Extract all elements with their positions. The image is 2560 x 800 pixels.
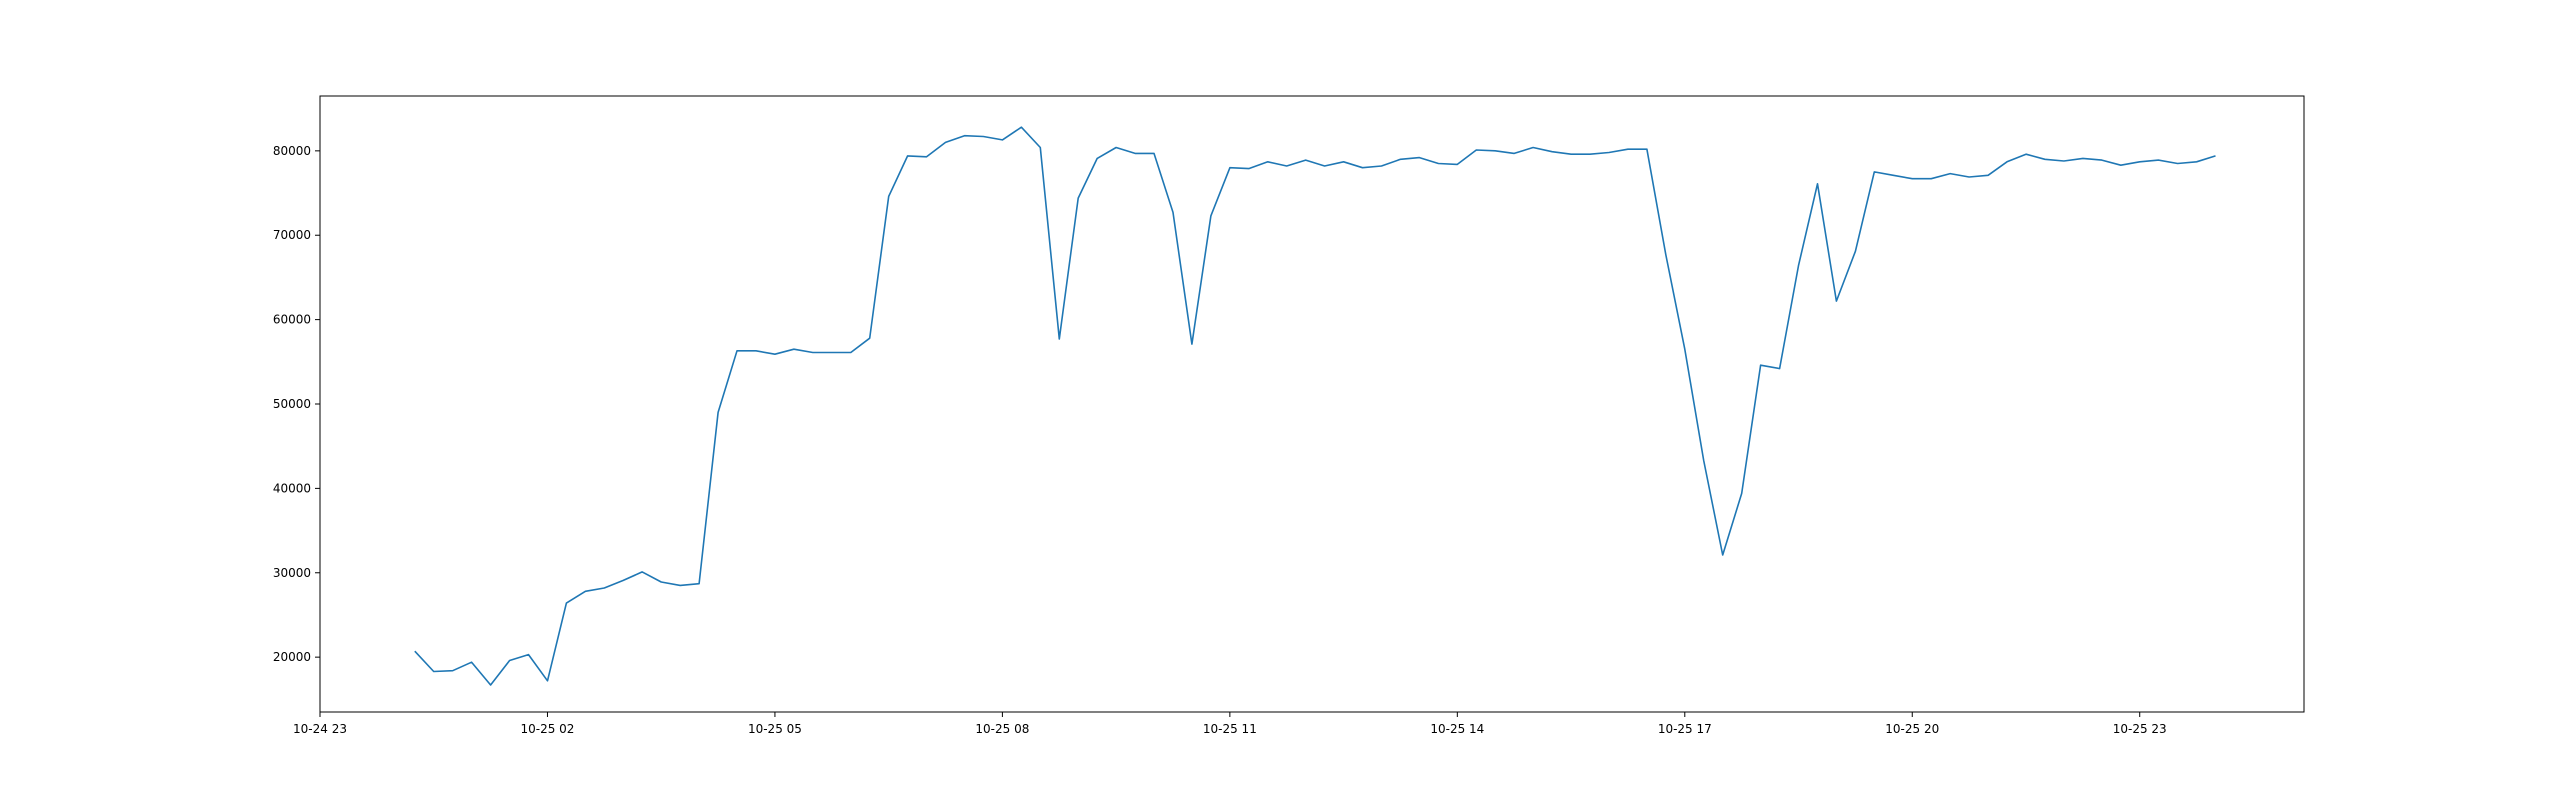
x-tick-label: 10-25 11 xyxy=(1203,722,1257,736)
y-tick-label: 20000 xyxy=(273,650,311,664)
axes: 10-24 23 10-25 02 10-25 05 10-25 08 10-25 11… xyxy=(273,95,2305,736)
x-tick-label: 10-25 08 xyxy=(975,722,1029,736)
x-tick-label: 10-25 23 xyxy=(2113,722,2167,736)
x-tick-label: 10-24 23 xyxy=(293,722,347,736)
x-tick-label: 10-25 14 xyxy=(1430,722,1484,736)
y-tick-label: 70000 xyxy=(273,228,311,242)
y-tick-label: 60000 xyxy=(273,313,311,327)
y-tick-label: 80000 xyxy=(273,144,311,158)
x-tick-label: 10-25 02 xyxy=(520,722,574,736)
series-line xyxy=(414,126,2216,686)
y-tick-label: 40000 xyxy=(273,481,311,495)
y-tick-label: 50000 xyxy=(273,397,311,411)
plot-area xyxy=(414,126,2216,686)
x-tick-label: 10-25 17 xyxy=(1658,722,1712,736)
x-tick-label: 10-25 05 xyxy=(748,722,802,736)
x-tick-label: 10-25 20 xyxy=(1885,722,1939,736)
y-tick-label: 30000 xyxy=(273,566,311,580)
